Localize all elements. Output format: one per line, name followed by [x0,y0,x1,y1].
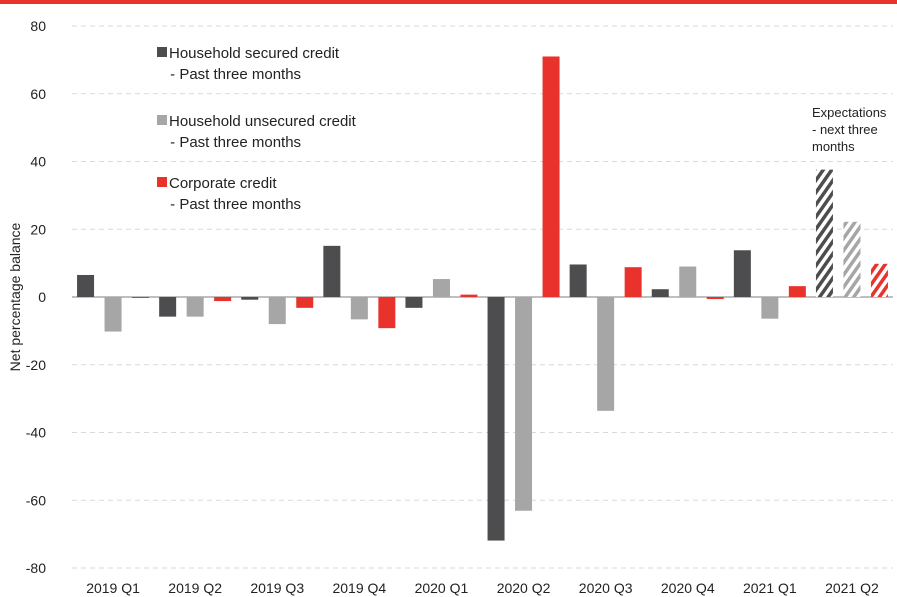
bar-household-secured-credit-2019-q1 [77,274,95,297]
legend-series-sub: - Past three months [166,196,301,213]
legend-series-name: Household secured credit [169,45,340,62]
y-axis-label: Net percentage balance [7,222,23,371]
bar-corporate-credit-2020-q3 [624,267,642,297]
y-tick-label: 60 [30,86,46,102]
bar-household-unsecured-credit-2020-q3 [597,297,615,411]
bar-household-unsecured-credit-2021-q1 [761,297,779,319]
annotation-line: Expectations [812,105,887,120]
bar-corporate-credit-2021-q1 [788,286,806,297]
bar-corporate-credit-2020-q4 [706,297,724,300]
x-tick-label: 2019 Q4 [332,580,386,596]
x-tick-label: 2019 Q2 [168,580,222,596]
bar-corporate-credit-2019-q3 [296,297,314,308]
bar-household-secured-credit-2019-q3 [241,297,259,300]
legend-series-sub: - Past three months [166,134,301,151]
legend-swatch [157,47,167,57]
x-tick-label: 2021 Q1 [743,580,797,596]
y-axis-ticks: -80 -60 -40 -20 0 20 40 60 80 [26,18,46,576]
gridlines [72,25,893,569]
expectations-annotation: Expectations - next three months [812,105,887,154]
y-tick-label: -80 [26,560,46,576]
x-tick-label: 2020 Q1 [415,580,469,596]
bar-household-unsecured-credit-2021-q2 [843,221,861,297]
y-tick-label: -40 [26,425,46,441]
bar-household-secured-credit-2020-q4 [651,289,669,297]
legend-swatch [157,177,167,187]
y-tick-label: 40 [30,154,46,170]
top-accent-rule [0,0,897,4]
x-tick-label: 2020 Q2 [497,580,551,596]
legend-series-name: Household unsecured credit [169,113,357,130]
bar-household-unsecured-credit-2020-q1 [432,279,450,297]
bar-household-unsecured-credit-2020-q2 [515,297,533,511]
bar-corporate-credit-2021-q2 [870,263,888,297]
bar-corporate-credit-2019-q4 [378,297,396,329]
x-axis-ticks: 2019 Q1 2019 Q2 2019 Q3 2019 Q4 2020 Q1 2020 … [86,580,879,596]
x-tick-label: 2019 Q3 [250,580,304,596]
bar-household-unsecured-credit-2019-q3 [268,297,286,325]
bar-corporate-credit-2019-q1 [132,297,150,299]
legend: Household secured credit - Past three mo… [157,45,357,213]
legend-series-name: Corporate credit [169,175,277,192]
bar-household-secured-credit-2020-q2 [487,297,505,541]
bars [77,56,888,541]
x-tick-label: 2021 Q2 [825,580,879,596]
bar-household-unsecured-credit-2020-q4 [679,266,697,297]
x-tick-label: 2019 Q1 [86,580,140,596]
bar-household-secured-credit-2021-q1 [733,250,751,297]
legend-series-sub: - Past three months [166,66,301,83]
annotation-line: months [812,139,855,154]
bar-household-unsecured-credit-2019-q2 [186,297,204,317]
bar-household-unsecured-credit-2019-q4 [350,297,368,320]
bar-household-secured-credit-2020-q1 [405,297,423,308]
annotation-line: - next three [812,122,878,137]
bar-corporate-credit-2019-q2 [214,297,232,302]
x-tick-label: 2020 Q4 [661,580,715,596]
y-tick-label: -20 [26,357,46,373]
y-tick-label: 0 [38,289,46,305]
bar-corporate-credit-2020-q2 [542,56,560,297]
bar-household-secured-credit-2019-q4 [323,245,341,297]
bar-household-unsecured-credit-2019-q1 [104,297,122,332]
y-tick-label: 20 [30,221,46,237]
bar-household-secured-credit-2021-q2 [815,169,833,297]
bar-household-secured-credit-2019-q2 [159,297,177,317]
y-tick-label: -60 [26,492,46,508]
x-tick-label: 2020 Q3 [579,580,633,596]
y-tick-label: 80 [30,18,46,34]
legend-swatch [157,115,167,125]
bar-corporate-credit-2020-q1 [460,294,478,297]
bar-household-secured-credit-2020-q3 [569,264,587,297]
